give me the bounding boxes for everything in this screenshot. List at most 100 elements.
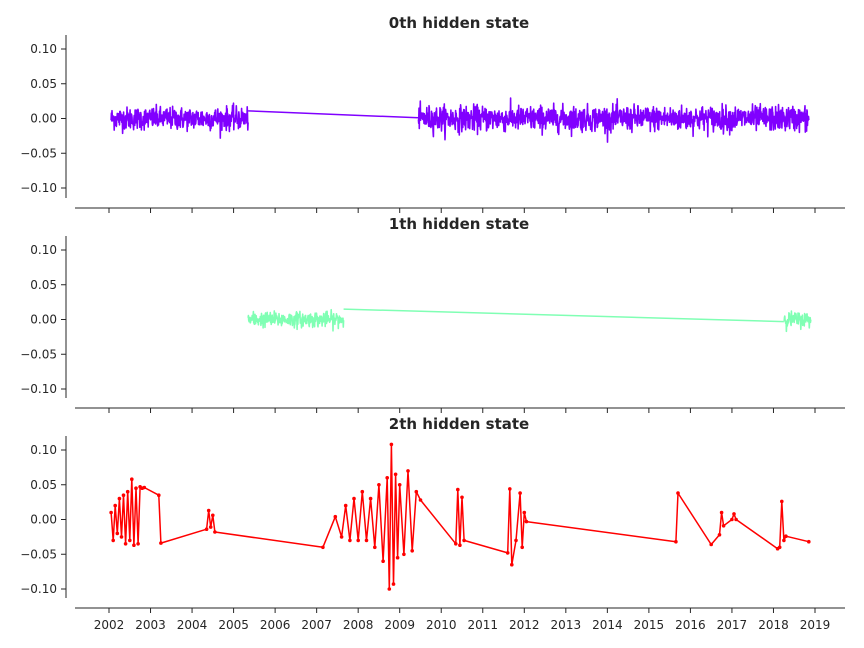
data-point-2-54: [505, 551, 510, 555]
x-axis-0: [75, 207, 845, 213]
data-point-2-10: [130, 477, 134, 482]
data-point-2-61: [524, 519, 529, 524]
data-point-2-63: [676, 491, 680, 495]
y-tick-label-0-3: 0.05: [30, 77, 57, 91]
data-point-2-12: [134, 486, 138, 491]
y-tick-label-2-4: 0.10: [30, 443, 57, 457]
data-point-2-16: [142, 485, 147, 490]
x-tick-label-15: 2017: [717, 618, 748, 632]
data-point-2-31: [360, 489, 365, 494]
data-point-2-55: [508, 487, 512, 491]
y-axis-0: −0.10 −0.05 0.00 0.05 0.10: [20, 35, 67, 198]
data-point-2-1: [111, 538, 115, 543]
y-tick-label-1-0: −0.10: [20, 382, 57, 396]
data-point-2-58: [518, 491, 522, 495]
data-point-2-13: [136, 542, 140, 546]
y-tick-label-2-3: 0.05: [30, 478, 57, 492]
y-tick-label-0-0: −0.10: [20, 181, 57, 195]
data-point-2-25: [333, 514, 338, 519]
series-segment-1-1: [783, 310, 812, 333]
series-group-0: [110, 97, 810, 143]
data-point-2-7: [123, 542, 128, 546]
data-point-2-46: [410, 549, 415, 553]
data-point-2-44: [402, 552, 406, 557]
x-tick-label-9: 2011: [467, 618, 498, 632]
data-point-2-57: [514, 538, 518, 543]
data-point-2-64: [709, 542, 713, 547]
data-point-2-36: [381, 559, 385, 563]
y-axis-2: −0.10 −0.05 0.00 0.05 0.10: [20, 436, 67, 598]
x-tick-label-11: 2013: [551, 618, 582, 632]
data-point-2-47: [414, 489, 419, 494]
y-tick-label-1-3: 0.05: [30, 278, 57, 292]
data-point-2-45: [406, 469, 410, 473]
series-segment-0-0: [110, 102, 249, 139]
data-point-2-69: [732, 512, 736, 516]
data-point-2-56: [510, 562, 514, 567]
y-axis-1: −0.10 −0.05 0.00 0.05 0.10: [20, 236, 67, 398]
data-point-2-60: [522, 510, 527, 515]
data-point-2-42: [395, 555, 400, 560]
y-tick-label-0-1: −0.05: [20, 146, 57, 160]
x-tick-label-14: 2016: [675, 618, 706, 632]
data-point-2-26: [339, 535, 344, 539]
data-point-2-27: [343, 503, 348, 508]
series-segment-0-1: [417, 97, 810, 143]
y-tick-label-1-2: 0.00: [30, 313, 57, 327]
data-point-2-39: [389, 442, 394, 447]
y-tick-label-2-0: −0.10: [20, 582, 57, 596]
data-point-2-29: [352, 496, 356, 501]
panel-0th-hidden-state: 0th hidden state −0.10 −0.05 0.00 0.05 0.10: [20, 14, 845, 213]
data-point-2-20: [206, 508, 211, 513]
data-point-2-43: [397, 483, 402, 487]
series-connector-1-0: [343, 308, 784, 323]
data-point-2-18: [159, 541, 163, 545]
panel-2th-hidden-state: 2th hidden state −0.10−0.050.000.050.10 …: [20, 415, 845, 632]
data-point-2-41: [393, 472, 398, 477]
data-point-2-0: [109, 510, 113, 515]
data-point-2-3: [115, 531, 120, 536]
y-tick-label-0-2: 0.00: [30, 112, 57, 126]
data-point-2-72: [777, 545, 782, 550]
series-connector-0-0: [248, 110, 419, 119]
x-tick-label-17: 2019: [800, 618, 831, 632]
data-point-2-19: [204, 527, 209, 531]
data-point-2-75: [784, 534, 788, 538]
y-tick-label-0-4: 0.10: [30, 42, 57, 56]
data-point-2-52: [460, 495, 464, 500]
data-point-2-51: [458, 543, 462, 547]
x-tick-label-16: 2018: [758, 618, 789, 632]
data-point-2-76: [807, 539, 811, 544]
y-tick-label-1-1: −0.05: [20, 347, 57, 361]
data-point-2-33: [368, 496, 373, 501]
chart-title-0: 0th hidden state: [389, 14, 529, 32]
series-group-1: [247, 308, 812, 333]
data-point-2-66: [719, 510, 724, 515]
data-point-2-70: [734, 517, 738, 522]
y-tick-label-2-1: −0.05: [20, 547, 57, 561]
data-point-2-21: [208, 525, 213, 529]
data-point-2-9: [128, 538, 132, 543]
x-tick-label-7: 2009: [384, 618, 415, 632]
data-point-2-68: [730, 517, 734, 522]
data-point-2-30: [356, 538, 361, 543]
series-group-2: [109, 442, 811, 591]
data-point-2-62: [674, 539, 678, 544]
chart-title-1: 1th hidden state: [389, 215, 529, 233]
chart-title-2: 2th hidden state: [389, 415, 529, 433]
x-axis-1: [75, 407, 845, 413]
data-point-2-28: [348, 538, 352, 543]
data-point-2-11: [132, 543, 136, 547]
x-tick-label-4: 2006: [260, 618, 291, 632]
x-tick-label-13: 2015: [634, 618, 665, 632]
x-tick-label-5: 2007: [301, 618, 332, 632]
panel-1th-hidden-state: 1th hidden state −0.10 −0.05 0.00 0.05 0.10: [20, 215, 845, 413]
y-tick-label-1-4: 0.10: [30, 243, 57, 257]
data-point-2-35: [377, 483, 381, 487]
data-point-2-74: [782, 538, 786, 543]
data-point-2-8: [125, 489, 130, 494]
x-tick-label-10: 2012: [509, 618, 540, 632]
data-point-2-37: [385, 476, 390, 480]
data-point-2-6: [121, 493, 126, 498]
